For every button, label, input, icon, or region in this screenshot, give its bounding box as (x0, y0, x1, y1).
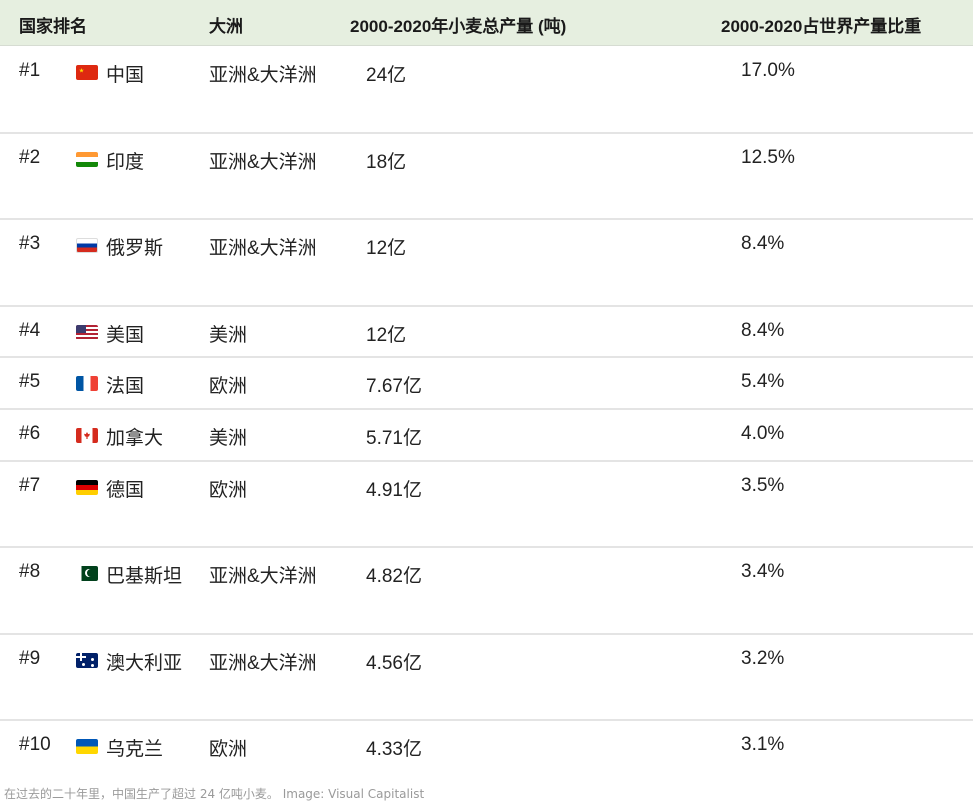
header-share: 2000-2020占世界产量比重 (721, 17, 922, 36)
row-divider (0, 719, 973, 721)
rank-cell: #2 (19, 147, 41, 168)
rank-cell: #3 (19, 233, 41, 254)
country-cell: 德国 (106, 480, 145, 501)
continent-cell: 亚洲&大洋洲 (209, 653, 317, 674)
rank-cell: #10 (19, 734, 51, 755)
share-cell: 8.4% (741, 233, 785, 254)
continent-cell: 欧洲 (209, 480, 248, 501)
rank-cell: #6 (19, 423, 41, 444)
country-cell: 印度 (106, 152, 145, 173)
continent-cell: 亚洲&大洋洲 (209, 238, 317, 259)
share-cell: 8.4% (741, 320, 785, 341)
table-row: #9 澳大利亚 亚洲&大洋洲 4.56亿 3.2% (0, 634, 973, 720)
image-caption: 在过去的二十年里，中国生产了超过 24 亿吨小麦。 Image: Visual … (4, 787, 425, 801)
production-cell: 12亿 (366, 238, 407, 259)
share-cell: 3.4% (741, 561, 785, 582)
share-cell: 17.0% (741, 60, 795, 81)
rank-cell: #8 (19, 561, 41, 582)
row-divider (0, 132, 973, 134)
row-divider (0, 546, 973, 548)
production-cell: 7.67亿 (366, 376, 422, 397)
continent-cell: 欧洲 (209, 376, 248, 397)
country-cell: 美国 (106, 325, 145, 346)
country-cell: 巴基斯坦 (106, 566, 183, 587)
row-divider (0, 633, 973, 635)
australia-flag-icon (76, 653, 98, 668)
rank-cell: #1 (19, 60, 41, 81)
row-divider (0, 356, 973, 358)
header-rank: 国家排名 (19, 17, 87, 36)
country-cell: 乌克兰 (106, 739, 164, 760)
china-flag-icon (76, 65, 98, 80)
row-divider (0, 460, 973, 462)
country-cell: 澳大利亚 (106, 653, 183, 674)
production-cell: 12亿 (366, 325, 407, 346)
share-cell: 5.4% (741, 371, 785, 392)
production-cell: 24亿 (366, 65, 407, 86)
share-cell: 12.5% (741, 147, 795, 168)
production-cell: 4.82亿 (366, 566, 422, 587)
country-cell: 法国 (106, 376, 145, 397)
table-row: #4 美国 美洲 12亿 8.4% (0, 306, 973, 357)
rank-cell: #9 (19, 648, 41, 669)
ukraine-flag-icon (76, 739, 98, 754)
usa-flag-icon (76, 325, 98, 340)
table-row: #1 中国 亚洲&大洋洲 24亿 17.0% (0, 46, 973, 133)
row-divider (0, 305, 973, 307)
country-cell: 中国 (106, 65, 145, 86)
country-cell: 加拿大 (106, 428, 164, 449)
rank-cell: #7 (19, 475, 41, 496)
table-header: 国家排名 大洲 2000-2020年小麦总产量 (吨) 2000-2020占世界… (0, 0, 973, 46)
table-row: #10 乌克兰 欧洲 4.33亿 3.1% (0, 720, 973, 780)
header-continent: 大洲 (209, 17, 243, 36)
share-cell: 3.5% (741, 475, 785, 496)
rank-cell: #5 (19, 371, 41, 392)
continent-cell: 美洲 (209, 325, 248, 346)
rank-cell: #4 (19, 320, 41, 341)
germany-flag-icon (76, 480, 98, 495)
continent-cell: 亚洲&大洋洲 (209, 152, 317, 173)
france-flag-icon (76, 376, 98, 391)
continent-cell: 亚洲&大洋洲 (209, 566, 317, 587)
share-cell: 3.2% (741, 648, 785, 669)
table-row: #3 俄罗斯 亚洲&大洋洲 12亿 8.4% (0, 219, 973, 306)
canada-flag-icon (76, 428, 98, 443)
table-row: #5 法国 欧洲 7.67亿 5.4% (0, 357, 973, 409)
pakistan-flag-icon (76, 566, 98, 581)
india-flag-icon (76, 152, 98, 167)
row-divider (0, 408, 973, 410)
share-cell: 4.0% (741, 423, 785, 444)
header-production: 2000-2020年小麦总产量 (吨) (350, 17, 567, 36)
table-row: #6 加拿大 美洲 5.71亿 4.0% (0, 409, 973, 461)
share-cell: 3.1% (741, 734, 785, 755)
russia-flag-icon (76, 238, 98, 253)
table-row: #2 印度 亚洲&大洋洲 18亿 12.5% (0, 133, 973, 219)
production-cell: 18亿 (366, 152, 407, 173)
production-cell: 4.33亿 (366, 739, 422, 760)
production-cell: 4.91亿 (366, 480, 422, 501)
row-divider (0, 218, 973, 220)
production-cell: 5.71亿 (366, 428, 422, 449)
table-row: #8 巴基斯坦 亚洲&大洋洲 4.82亿 3.4% (0, 547, 973, 634)
continent-cell: 美洲 (209, 428, 248, 449)
production-cell: 4.56亿 (366, 653, 422, 674)
table-row: #7 德国 欧洲 4.91亿 3.5% (0, 461, 973, 547)
country-cell: 俄罗斯 (106, 238, 164, 259)
continent-cell: 欧洲 (209, 739, 248, 760)
continent-cell: 亚洲&大洋洲 (209, 65, 317, 86)
